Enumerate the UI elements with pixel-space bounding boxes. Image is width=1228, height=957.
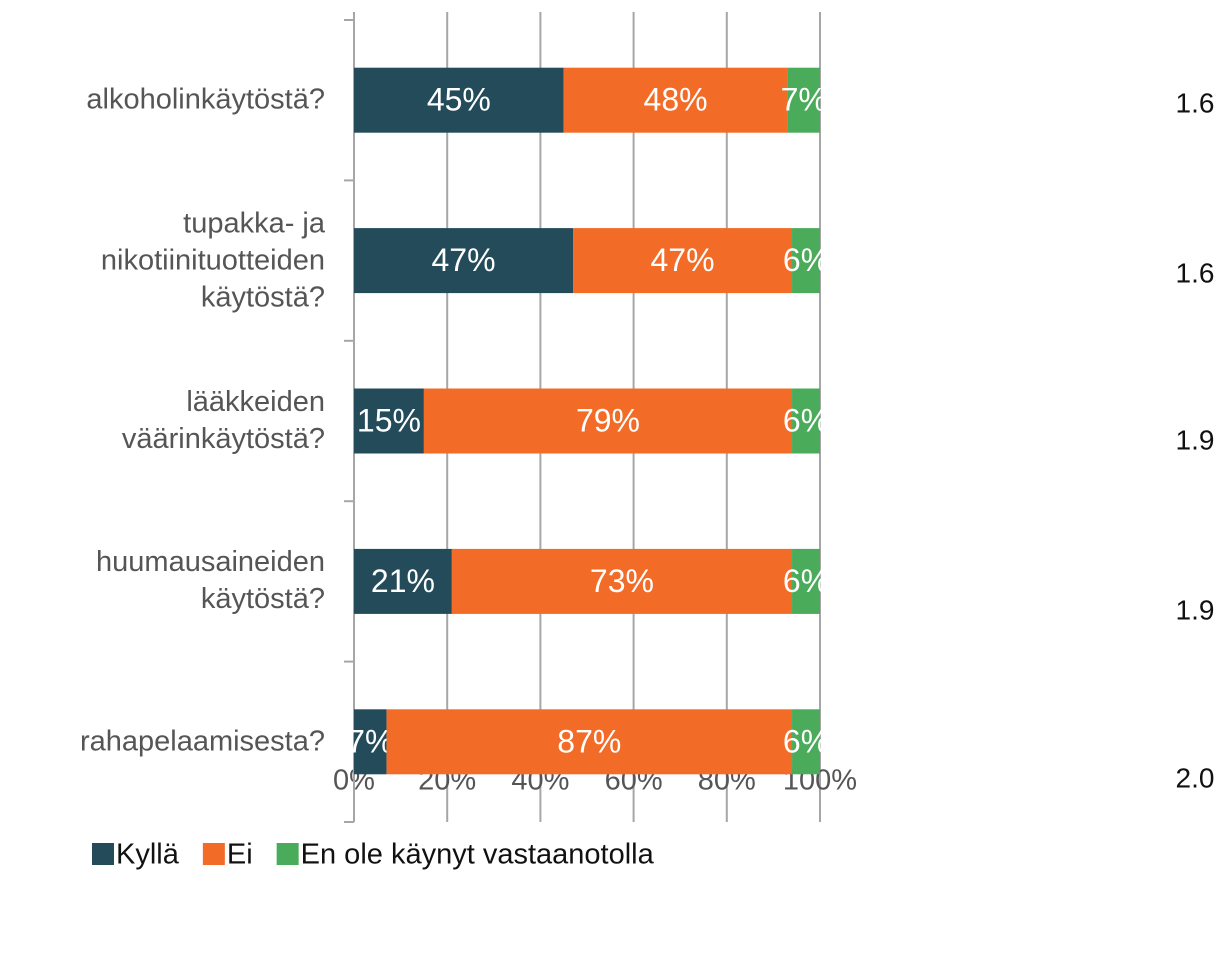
annotation: 2.0 — [1176, 762, 1215, 793]
data-label: 6% — [783, 563, 829, 599]
legend-label: Ei — [227, 839, 253, 871]
data-label: 6% — [783, 242, 829, 278]
bar-segment — [354, 228, 574, 294]
bar-segment — [563, 67, 788, 133]
legend-swatch — [92, 843, 114, 865]
data-label: 7% — [347, 723, 393, 759]
bar-segment — [423, 388, 793, 454]
bar-segment — [451, 548, 793, 614]
data-label: 45% — [427, 82, 491, 118]
data-label: 7% — [781, 82, 827, 118]
legend-swatch — [276, 843, 299, 865]
category-label: lääkkeiden väärinkäytöstä? — [121, 386, 325, 455]
data-label: 15% — [357, 402, 421, 438]
legend-label: Kyllä — [116, 839, 180, 871]
data-label: 87% — [557, 723, 621, 759]
data-label: 47% — [431, 242, 495, 278]
bar-segment — [792, 709, 820, 775]
bar-segment — [792, 388, 820, 454]
bar-segment — [792, 548, 820, 614]
category-label: alkoholinkäytöstä? — [86, 83, 325, 116]
data-label: 21% — [371, 563, 435, 599]
category-label: rahapelaamisesta? — [79, 725, 325, 758]
bar-segment — [787, 67, 820, 133]
bar-segment — [354, 709, 387, 775]
annotation: 1.9 — [1176, 594, 1215, 625]
category-label: huumausaineiden käytöstä? — [96, 546, 325, 616]
data-label: 6% — [783, 723, 829, 759]
bar-segment — [354, 388, 424, 454]
data-label: 6% — [783, 402, 829, 438]
data-label: 47% — [651, 242, 715, 278]
bar-segment — [573, 228, 793, 294]
legend-label: En ole käynyt vastaanotolla — [301, 839, 655, 871]
annotation: 1.9 — [1176, 424, 1215, 455]
data-label: 48% — [644, 82, 708, 118]
bar-segment — [386, 709, 793, 775]
data-label: 73% — [590, 563, 654, 599]
bar-segment — [792, 228, 820, 294]
legend-swatch — [202, 843, 225, 865]
bar-segment — [354, 548, 452, 614]
bar-segment — [354, 67, 564, 133]
annotation: 1.6 — [1176, 257, 1215, 288]
category-label: tupakka- ja nikotiinituotteiden käytöstä… — [100, 207, 325, 314]
data-label: 79% — [576, 402, 640, 438]
annotation: 1.6 — [1176, 87, 1215, 118]
